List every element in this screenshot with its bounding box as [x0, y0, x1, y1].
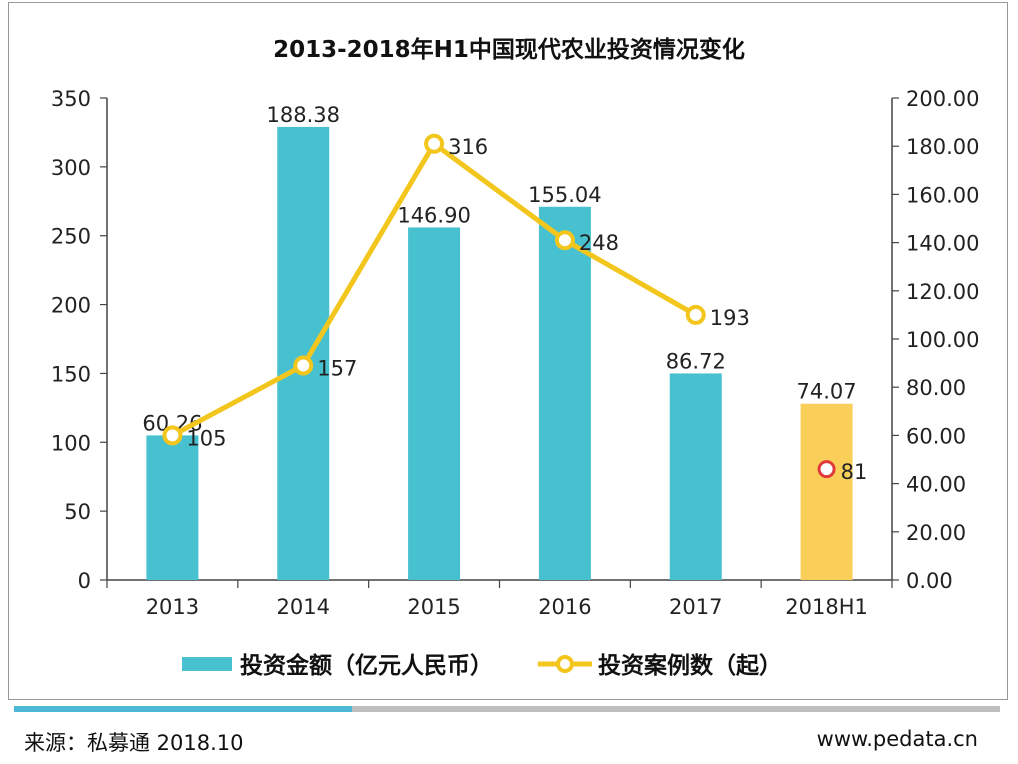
bar-data-label: 146.90 [397, 203, 470, 227]
right-tick-label: 120.00 [906, 280, 979, 304]
legend-swatch-marker [556, 655, 574, 673]
bar [277, 126, 330, 581]
line-point [685, 304, 706, 325]
bar [800, 403, 853, 580]
left-tick-label: 0 [78, 569, 91, 593]
left-tick-label: 250 [51, 225, 91, 249]
right-tick-label: 20.00 [906, 521, 966, 545]
right-tick-label: 100.00 [906, 328, 979, 352]
line-data-label: 105 [186, 426, 226, 450]
line-point [293, 355, 314, 376]
x-tick-label: 2013 [146, 595, 199, 619]
x-tick-label: 2018H1 [785, 595, 868, 619]
line-data-label: 316 [448, 135, 488, 159]
bar [146, 435, 199, 580]
bar-data-label: 74.07 [797, 380, 857, 404]
bar-data-label: 155.04 [528, 183, 601, 207]
left-tick-label: 50 [64, 500, 91, 524]
right-tick-label: 180.00 [906, 135, 979, 159]
source-note: 来源：私募通 2018.10 [24, 731, 244, 755]
bar-data-label: 188.38 [267, 103, 340, 127]
left-tick-label: 200 [51, 294, 91, 318]
legend-label-bar: 投资金额（亿元人民币） [240, 652, 493, 679]
x-tick-label: 2014 [277, 595, 330, 619]
line-data-label: 248 [579, 231, 619, 255]
left-tick-label: 150 [51, 362, 91, 386]
website-link[interactable]: www.pedata.cn [816, 727, 978, 751]
bar [669, 373, 722, 580]
chart-frame [8, 2, 1008, 700]
right-tick-label: 200.00 [906, 87, 979, 111]
right-tick-label: 140.00 [906, 232, 979, 256]
bar [408, 227, 461, 581]
x-tick-label: 2017 [669, 595, 722, 619]
left-tick-label: 100 [51, 431, 91, 455]
right-tick-label: 40.00 [906, 473, 966, 497]
left-tick-label: 300 [51, 156, 91, 180]
right-tick-label: 80.00 [906, 376, 966, 400]
left-tick-label: 350 [51, 87, 91, 111]
line-data-label: 81 [841, 460, 868, 484]
chart-svg: 2013-2018年H1中国现代农业投资情况变化 0 50 100 150 200 250 3… [51, 36, 980, 679]
line-point [817, 460, 836, 479]
line-point [554, 230, 575, 251]
bar-data-label: 86.72 [666, 349, 726, 373]
legend-swatch-bar [182, 657, 232, 671]
x-tick-label: 2016 [538, 595, 591, 619]
right-tick-label: 0.00 [906, 569, 953, 593]
legend-label-line: 投资案例数（起） [598, 652, 782, 679]
bar [538, 206, 591, 580]
right-tick-label: 160.00 [906, 183, 979, 207]
line-point [162, 425, 183, 446]
line-data-label: 157 [317, 357, 357, 381]
chart-title: 2013-2018年H1中国现代农业投资情况变化 [273, 36, 745, 63]
line-point [424, 133, 445, 154]
footer-divider-accent [14, 706, 352, 712]
line-data-label: 193 [710, 306, 750, 330]
right-tick-label: 60.00 [906, 424, 966, 448]
footer-divider [14, 706, 1000, 712]
x-tick-label: 2015 [407, 595, 460, 619]
